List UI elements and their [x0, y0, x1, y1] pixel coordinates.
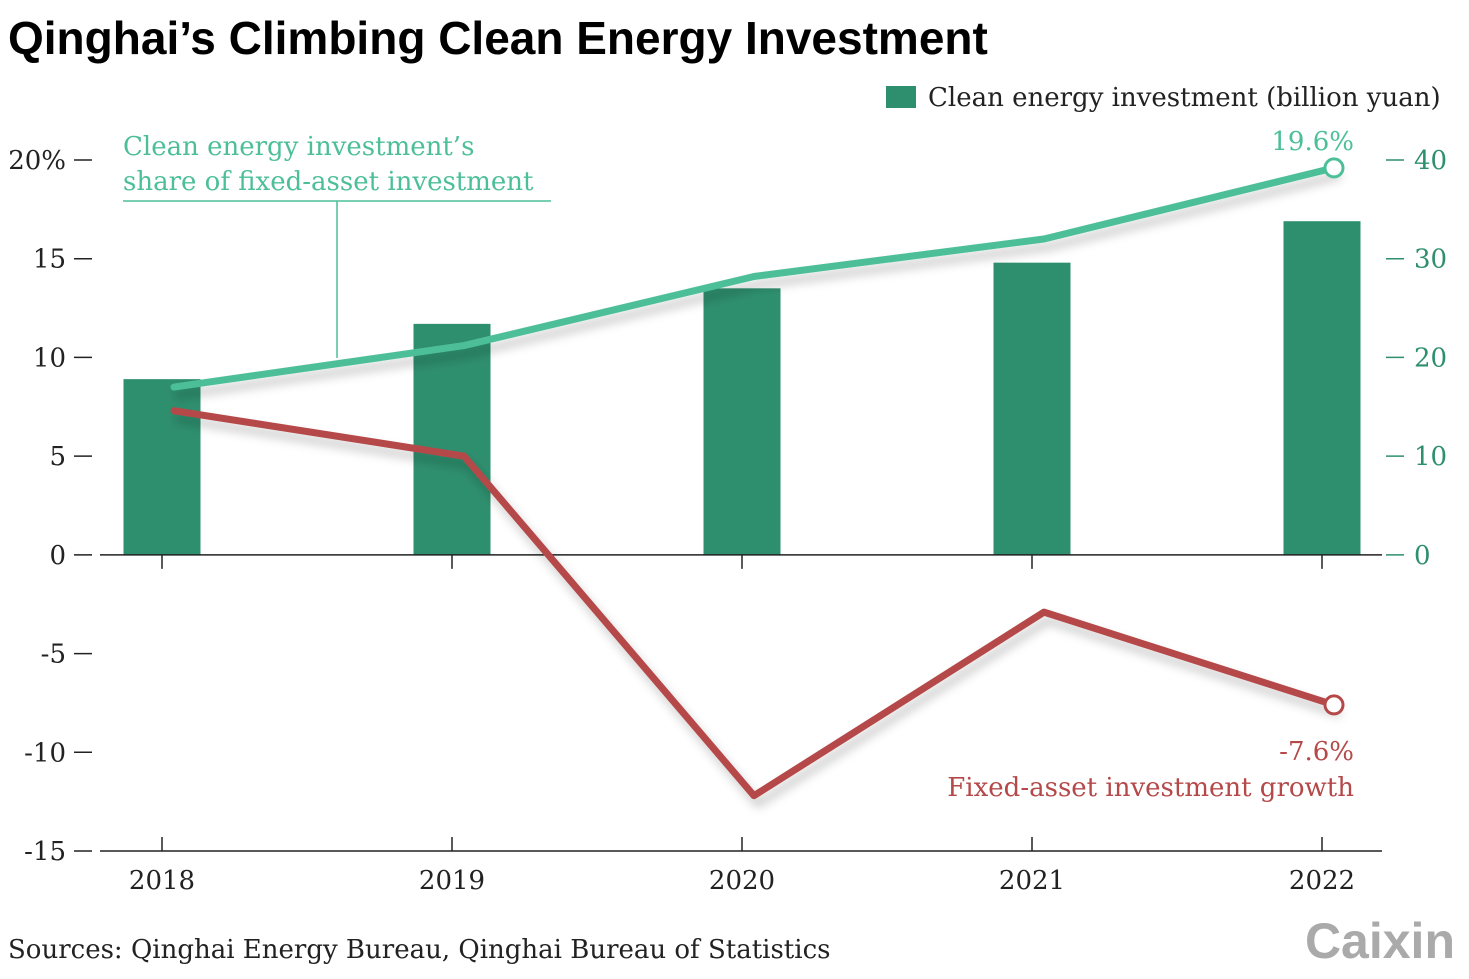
- bar: [993, 262, 1071, 555]
- right-tick-label: 0: [1414, 541, 1431, 571]
- left-tick-label: -10: [24, 738, 66, 768]
- share-series-label-line1: Clean energy investment’s: [123, 132, 474, 162]
- left-tick-label: 20%: [8, 146, 66, 176]
- left-tick-label: 10: [33, 343, 66, 373]
- x-tick-label: 2021: [999, 866, 1065, 896]
- share-series-label-line2: share of fixed-asset investment: [123, 167, 534, 197]
- share-end-value-label: 19.6%: [1271, 127, 1354, 157]
- annotations: 19.6% -7.6% Fixed-asset investment growth C…: [123, 127, 1354, 803]
- bar: [413, 323, 491, 555]
- x-tick-label: 2022: [1289, 866, 1355, 896]
- right-tick-label: 20: [1414, 343, 1447, 373]
- caixin-logo: Caixin: [1305, 913, 1455, 969]
- growth-line-end-marker: [1323, 694, 1345, 716]
- right-tick-label: 30: [1414, 245, 1447, 275]
- bar: [123, 379, 201, 555]
- chart-title: Qinghai’s Climbing Clean Energy Investme…: [8, 12, 988, 64]
- left-tick-label: -15: [24, 837, 66, 867]
- x-tick-label: 2018: [129, 866, 195, 896]
- bar: [1283, 221, 1361, 555]
- share-line-end-marker: [1323, 157, 1345, 179]
- growth-end-value-label: -7.6%: [1279, 737, 1354, 767]
- bar: [703, 288, 781, 555]
- left-tick-label: -5: [41, 640, 66, 670]
- right-tick-label: 10: [1414, 442, 1447, 472]
- legend-label: Clean energy investment (billion yuan): [928, 83, 1441, 113]
- left-tick-label: 5: [49, 442, 66, 472]
- left-tick-label: 15: [33, 245, 66, 275]
- bar-series: [123, 221, 1361, 555]
- share-line: [170, 164, 1338, 391]
- x-axis: 2018 2019 2020 2021 2022: [100, 554, 1382, 896]
- growth-series-label: Fixed-asset investment growth: [947, 773, 1354, 803]
- right-axis: 40 30 20 10 0: [1386, 146, 1447, 571]
- x-tick-label: 2020: [709, 866, 775, 896]
- line-series: [170, 157, 1345, 800]
- legend-swatch: [886, 86, 916, 108]
- x-tick-label: 2019: [419, 866, 485, 896]
- left-tick-label: 0: [49, 541, 66, 571]
- left-axis: 20% 15 10 5 0 -5 -10 -15: [8, 146, 92, 867]
- right-tick-label: 40: [1414, 146, 1447, 176]
- source-note: Sources: Qinghai Energy Bureau, Qinghai …: [8, 935, 830, 965]
- growth-line: [170, 407, 1338, 800]
